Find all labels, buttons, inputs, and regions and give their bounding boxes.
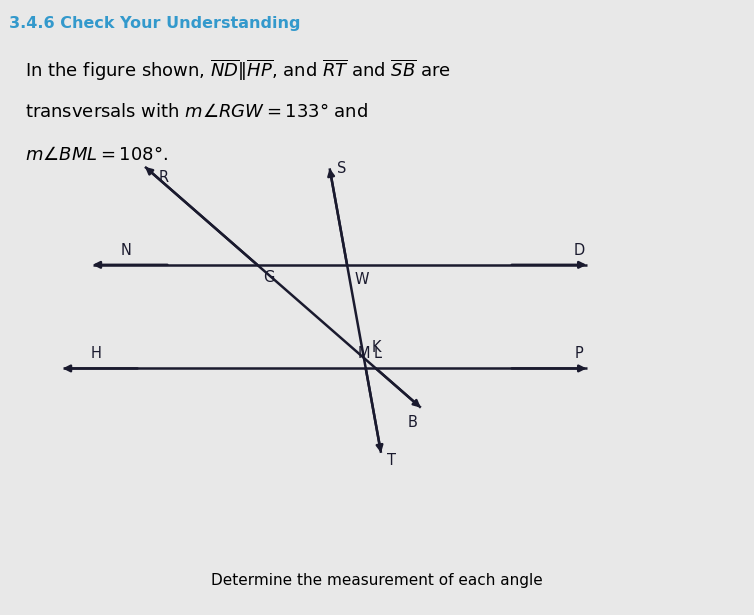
Text: D: D bbox=[574, 242, 584, 258]
Text: 3.4.6 Check Your Understanding: 3.4.6 Check Your Understanding bbox=[9, 16, 300, 31]
Text: T: T bbox=[387, 453, 396, 468]
Text: transversals with $m\angle RGW = 133°$ and: transversals with $m\angle RGW = 133°$ a… bbox=[25, 103, 369, 121]
Text: $m\angle BML = 108°$.: $m\angle BML = 108°$. bbox=[25, 146, 168, 164]
Text: P: P bbox=[575, 346, 584, 361]
Text: B: B bbox=[407, 415, 417, 430]
Text: S: S bbox=[337, 161, 347, 176]
Text: W: W bbox=[354, 272, 369, 287]
Text: N: N bbox=[121, 242, 132, 258]
Text: M: M bbox=[357, 346, 370, 361]
Text: In the figure shown, $\overline{ND} \| \overline{HP}$, and $\overline{RT}$ and $: In the figure shown, $\overline{ND} \| \… bbox=[25, 58, 452, 83]
Text: K: K bbox=[372, 340, 381, 355]
Text: H: H bbox=[91, 346, 102, 361]
Text: Determine the measurement of each angle: Determine the measurement of each angle bbox=[211, 573, 543, 588]
Text: L: L bbox=[373, 346, 382, 361]
Text: R: R bbox=[158, 170, 169, 185]
Text: G: G bbox=[263, 270, 274, 285]
